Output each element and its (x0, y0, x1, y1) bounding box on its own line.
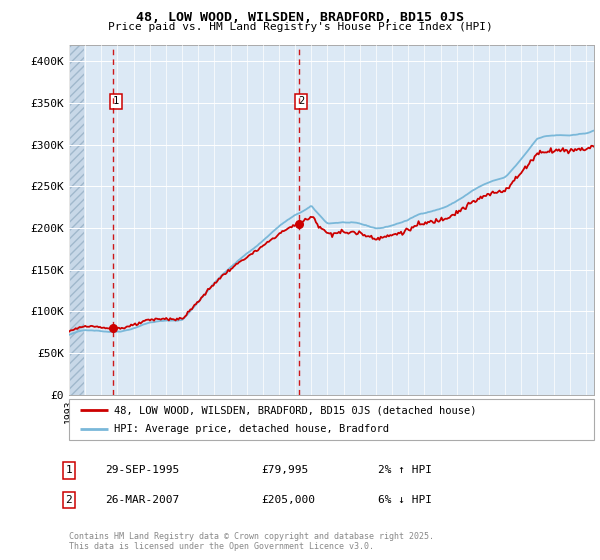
Text: 48, LOW WOOD, WILSDEN, BRADFORD, BD15 0JS (detached house): 48, LOW WOOD, WILSDEN, BRADFORD, BD15 0J… (113, 405, 476, 415)
Text: 2% ↑ HPI: 2% ↑ HPI (378, 465, 432, 475)
Text: 2: 2 (65, 495, 73, 505)
Bar (61, 45, 84, 395)
Text: Contains HM Land Registry data © Crown copyright and database right 2025.
This d: Contains HM Land Registry data © Crown c… (69, 532, 434, 552)
Text: 48, LOW WOOD, WILSDEN, BRADFORD, BD15 0JS: 48, LOW WOOD, WILSDEN, BRADFORD, BD15 0J… (136, 11, 464, 24)
FancyBboxPatch shape (69, 399, 594, 440)
Text: 6% ↓ HPI: 6% ↓ HPI (378, 495, 432, 505)
Text: HPI: Average price, detached house, Bradford: HPI: Average price, detached house, Brad… (113, 424, 389, 433)
Text: 26-MAR-2007: 26-MAR-2007 (105, 495, 179, 505)
Text: Price paid vs. HM Land Registry's House Price Index (HPI): Price paid vs. HM Land Registry's House … (107, 22, 493, 32)
Text: 1: 1 (113, 96, 119, 106)
Text: 29-SEP-1995: 29-SEP-1995 (105, 465, 179, 475)
Text: 2: 2 (298, 96, 304, 106)
Text: 1: 1 (65, 465, 73, 475)
Text: £205,000: £205,000 (261, 495, 315, 505)
Text: £79,995: £79,995 (261, 465, 308, 475)
Bar (61, 45, 84, 395)
